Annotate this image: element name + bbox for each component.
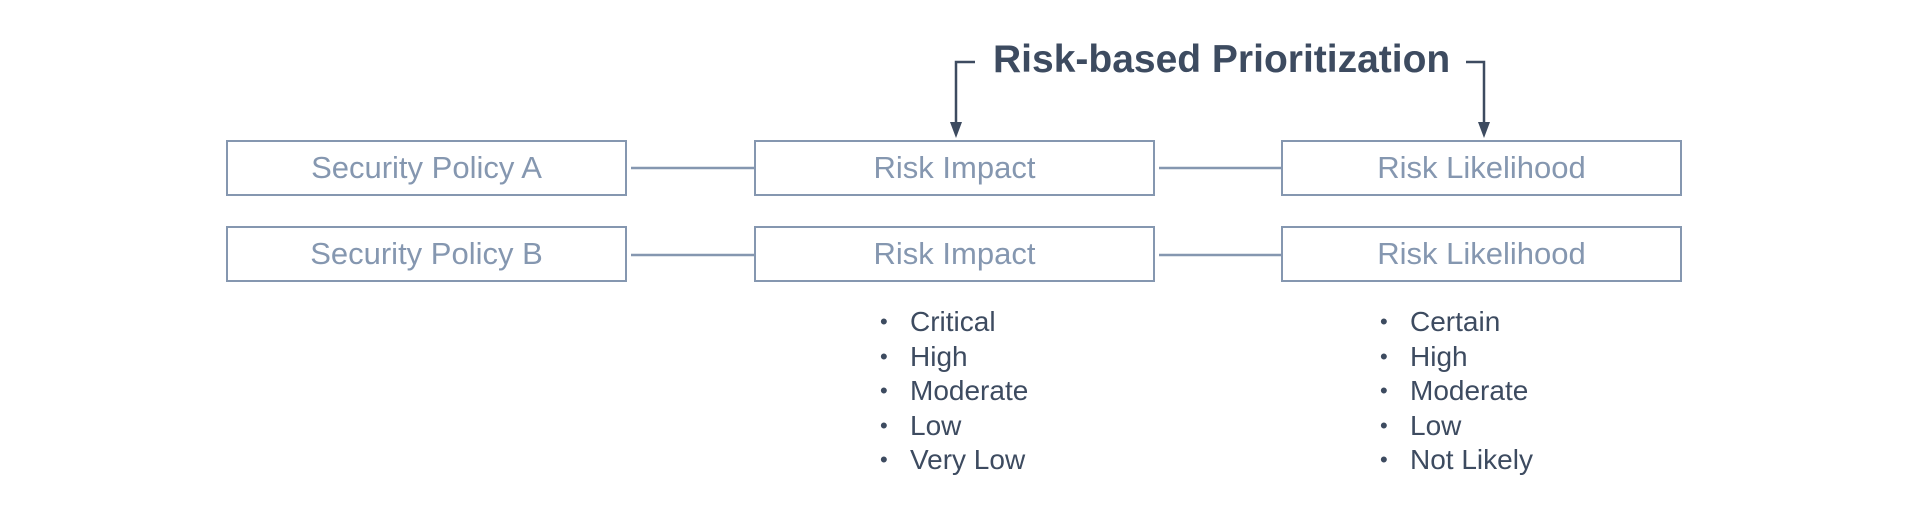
list-item: • Low: [880, 409, 1028, 444]
bullet-icon: •: [880, 309, 888, 334]
impact-level-label: Low: [910, 409, 962, 441]
box-security-policy-a: Security Policy A: [226, 140, 627, 196]
likelihood-level-label: High: [1410, 340, 1468, 372]
likelihood-level-label: Low: [1410, 409, 1462, 441]
list-item: • Very Low: [880, 443, 1028, 478]
box-risk-impact-row1: Risk Impact: [754, 140, 1155, 196]
arrowhead-impact: [950, 122, 962, 138]
box-risk-impact-row2: Risk Impact: [754, 226, 1155, 282]
diagram-title: Risk-based Prioritization: [993, 38, 1451, 81]
bullet-icon: •: [1380, 378, 1388, 403]
box-risk-likelihood-row1: Risk Likelihood: [1281, 140, 1682, 196]
list-item: • High: [880, 340, 1028, 375]
arrowhead-likelihood: [1478, 122, 1490, 138]
list-item: • Not Likely: [1380, 443, 1533, 478]
arrow-title-to-impact: [954, 60, 975, 124]
box-security-policy-b: Security Policy B: [226, 226, 627, 282]
box-risk-likelihood-row2: Risk Likelihood: [1281, 226, 1682, 282]
list-item: • Critical: [880, 305, 1028, 340]
bullet-icon: •: [1380, 309, 1388, 334]
bullet-icon: •: [880, 378, 888, 403]
arrow-title-to-likelihood: [1466, 60, 1486, 124]
bullet-icon: •: [880, 447, 888, 472]
list-item: • High: [1380, 340, 1533, 375]
likelihood-level-label: Certain: [1410, 306, 1501, 337]
list-item: • Moderate: [1380, 374, 1533, 409]
bullet-icon: •: [1380, 412, 1388, 438]
impact-levels-list: • Critical • High • Moderate • Low • Very Low: [880, 305, 1028, 478]
bullet-icon: •: [1380, 343, 1388, 369]
list-item: • Certain: [1380, 305, 1533, 340]
list-item: • Moderate: [880, 374, 1028, 409]
likelihood-level-label: Not Likely: [1410, 444, 1533, 475]
impact-level-label: Moderate: [910, 375, 1029, 406]
likelihood-levels-list: • Certain • High • Moderate • Low • Not Likel…: [1380, 305, 1533, 478]
bullet-icon: •: [880, 412, 888, 438]
bullet-icon: •: [1380, 447, 1388, 472]
bullet-icon: •: [880, 343, 888, 369]
impact-level-label: High: [910, 340, 968, 372]
impact-level-label: Critical: [910, 306, 996, 337]
likelihood-level-label: Moderate: [1410, 375, 1529, 406]
impact-level-label: Very Low: [910, 444, 1026, 475]
list-item: • Low: [1380, 409, 1533, 444]
